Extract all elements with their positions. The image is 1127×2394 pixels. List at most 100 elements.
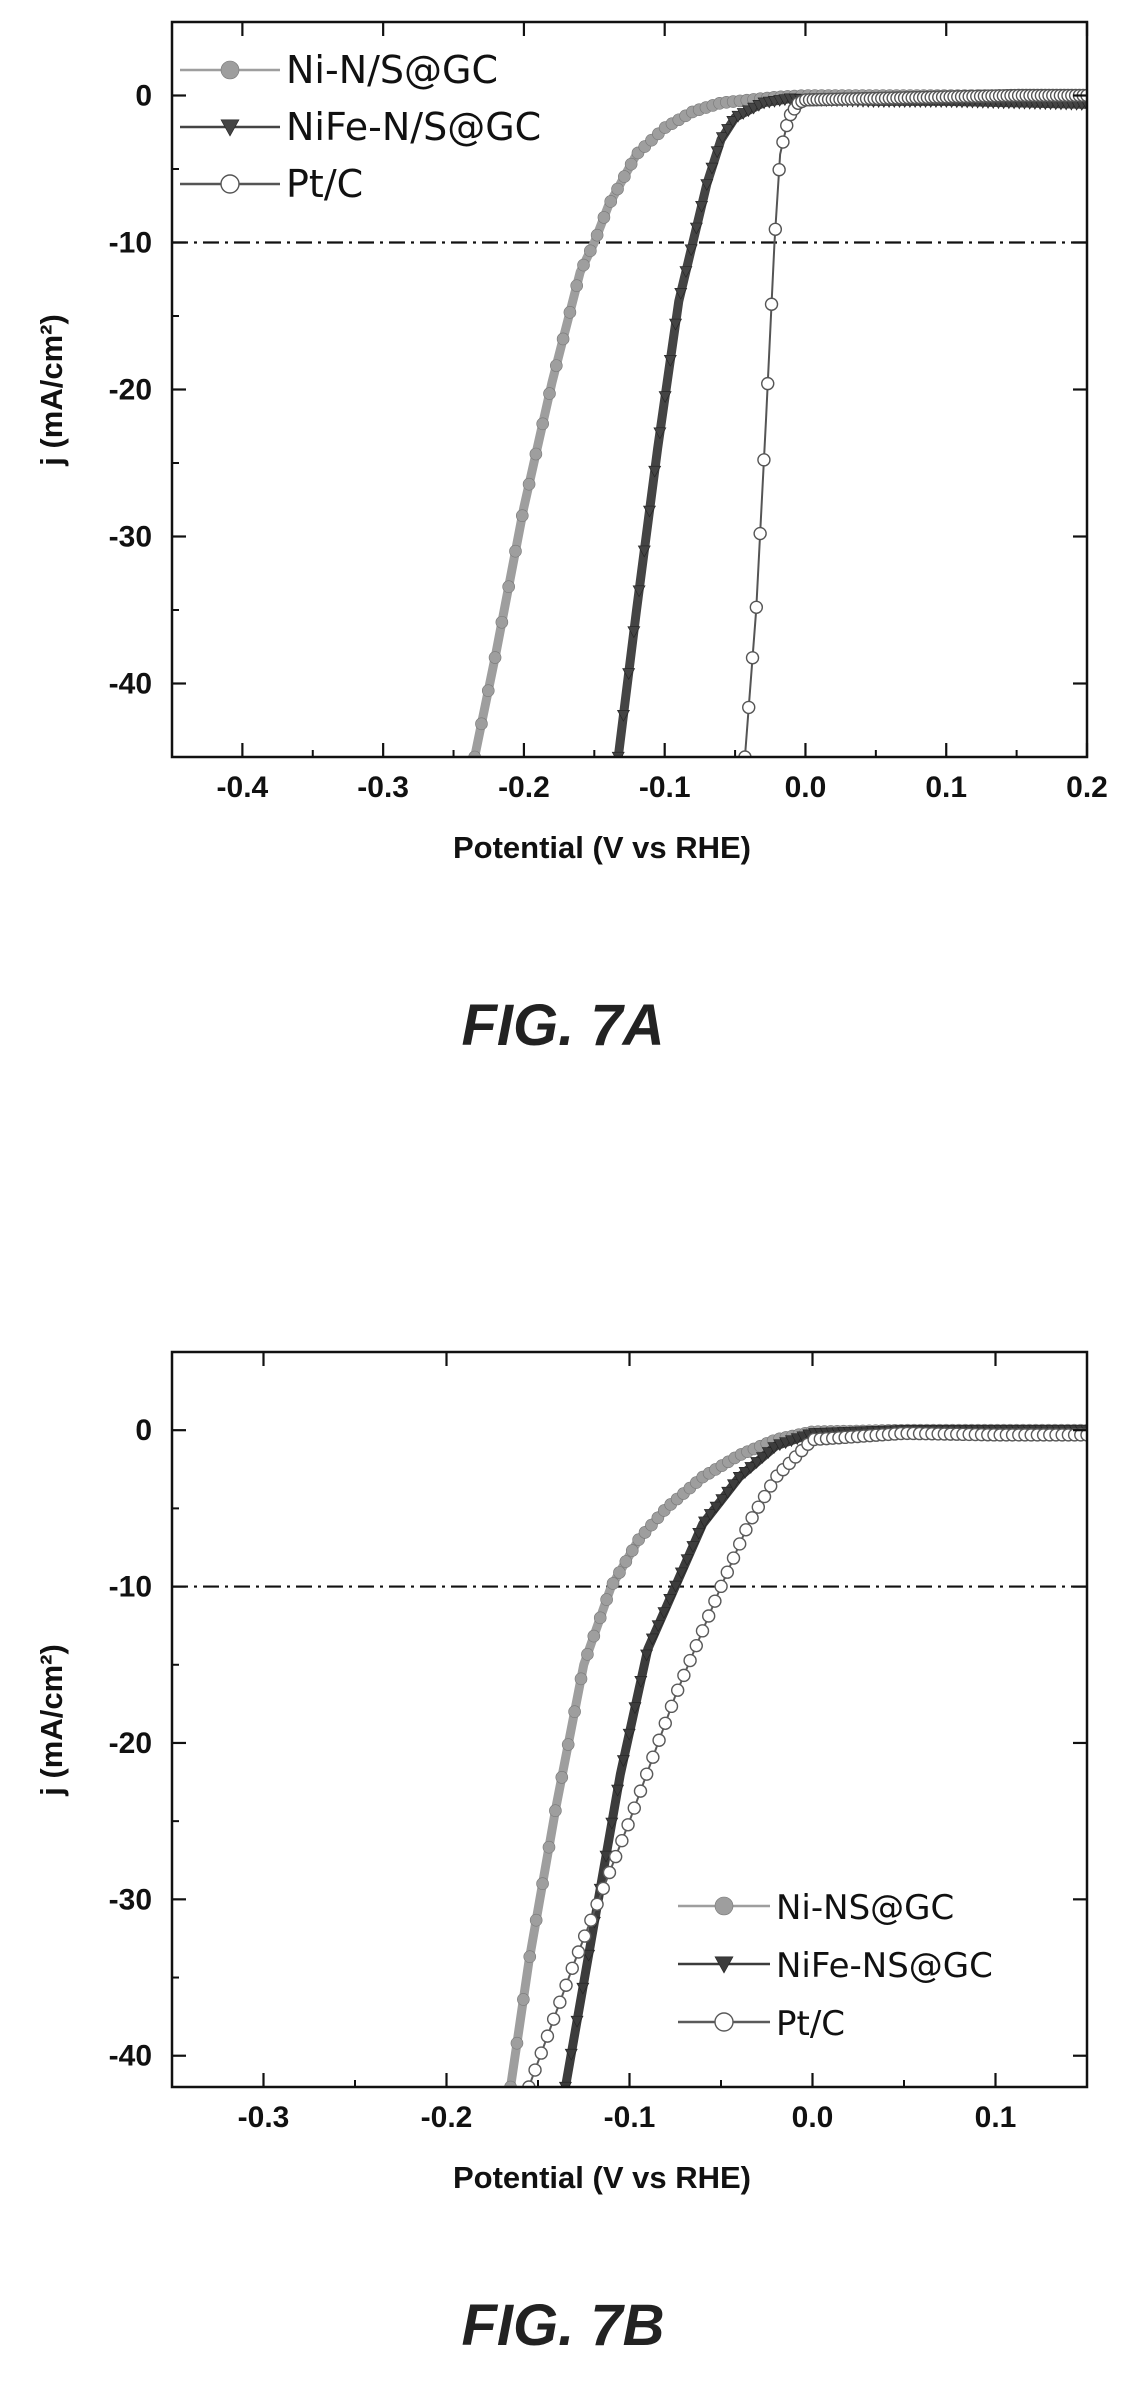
data-point: [705, 162, 719, 175]
x-tick-label: 0.1: [925, 771, 967, 804]
data-point: [495, 615, 509, 629]
data-point: [1080, 1428, 1087, 1442]
data-point: [522, 2080, 536, 2087]
data-point: [679, 266, 693, 278]
data-point: [645, 1633, 659, 1646]
data-point: [590, 1897, 604, 1911]
y-tick-label: -10: [109, 1571, 152, 1604]
data-point: [674, 287, 688, 300]
y-tick-label: -20: [109, 374, 152, 407]
legend-item: Pt/C: [678, 2004, 845, 2044]
data-point: [577, 1929, 592, 1943]
data-point: [597, 211, 611, 224]
data-point: [780, 118, 794, 133]
data-point: [700, 179, 714, 191]
data-point: [502, 580, 515, 594]
data-point: [488, 651, 502, 664]
data-point: [692, 1527, 706, 1540]
legend-label: Ni-NS@GC: [776, 1888, 954, 1928]
series-line: [743, 94, 1087, 757]
data-point: [570, 2015, 584, 2028]
series-NiFe-NS@GC: [558, 1425, 1087, 2087]
data-point: [549, 1804, 562, 1818]
data-point: [684, 244, 698, 257]
data-point: [571, 1945, 586, 1959]
data-point: [622, 668, 636, 680]
data-point: [600, 1593, 613, 1606]
data-point: [624, 157, 638, 171]
data-point: [534, 2046, 548, 2060]
series-Ni-N/S@GC: [468, 89, 1087, 757]
x-tick-label: -0.3: [357, 771, 409, 804]
data-point: [651, 1620, 665, 1633]
legend: Ni-NS@GC NiFe-NS@GC Pt/C: [678, 1888, 993, 2044]
data-point: [621, 1818, 635, 1832]
data-point: [584, 244, 597, 258]
y-tick-label: -30: [109, 1883, 152, 1916]
series-NiFe-N/S@GC: [611, 93, 1087, 757]
data-point: [744, 1462, 758, 1474]
data-point: [510, 2036, 524, 2050]
data-point: [738, 750, 752, 757]
data-point: [715, 132, 729, 145]
data-point: [640, 1649, 654, 1662]
y-axis-label: j (mA/cm²): [34, 1644, 69, 1797]
data-point: [663, 1593, 677, 1606]
data-point: [772, 163, 786, 177]
data-point: [584, 1913, 598, 1927]
y-tick-label: 0: [135, 1414, 152, 1447]
legend-marker: [220, 174, 240, 194]
data-point: [776, 135, 790, 149]
data-point: [509, 544, 522, 558]
data-point: [755, 1452, 769, 1464]
x-tick-label: -0.2: [421, 2101, 473, 2134]
y-tick-label: -40: [109, 2040, 152, 2073]
data-point: [556, 332, 570, 346]
x-tick-label: -0.4: [217, 771, 269, 804]
data-point: [613, 1566, 626, 1579]
data-point: [564, 2048, 578, 2061]
data-point: [529, 1913, 543, 1927]
data-point: [632, 585, 646, 598]
data-point: [587, 1629, 601, 1643]
y-axis-label: j (mA/cm²): [34, 314, 69, 467]
data-point: [602, 1865, 617, 1880]
chart-fig-7b: -0.3 -0.2 -0.1 0.0 0.1 0 -10 -20 -30 -40 Potentia…: [34, 1350, 1089, 2358]
data-point: [642, 505, 656, 518]
y-tick-label: 0: [135, 80, 152, 113]
data-point: [674, 1567, 688, 1580]
data-point: [581, 1648, 594, 1661]
legend-item: NiFe-NS@GC: [678, 1946, 993, 1986]
data-point: [695, 1624, 710, 1638]
data-point: [751, 1500, 766, 1514]
y-tick-label: -40: [109, 668, 152, 701]
data-point: [653, 427, 667, 440]
data-point: [745, 1511, 759, 1525]
data-point: [549, 359, 563, 372]
legend-item: Ni-N/S@GC: [180, 48, 498, 92]
data-point: [721, 124, 735, 136]
data-point: [733, 1537, 747, 1551]
x-tick-label: -0.3: [238, 2101, 290, 2134]
data-point: [663, 354, 677, 367]
data-point: [582, 1949, 596, 1962]
data-point: [528, 2063, 542, 2077]
data-point: [701, 1609, 716, 1623]
data-point: [615, 1833, 629, 1848]
data-point: [542, 1840, 556, 1854]
x-tick-label: 0.2: [1066, 771, 1108, 804]
legend-marker: [714, 1956, 734, 1974]
data-point: [750, 1457, 764, 1469]
data-point: [714, 1579, 728, 1594]
data-point: [504, 2080, 517, 2087]
legend-item: Ni-NS@GC: [678, 1888, 954, 1928]
x-tick-label: 0.0: [785, 771, 827, 804]
data-point: [761, 1447, 775, 1459]
data-point: [669, 318, 683, 331]
data-point: [515, 509, 529, 522]
legend-marker: [714, 1896, 734, 1916]
data-point: [738, 1467, 752, 1479]
legend-label: NiFe-NS@GC: [776, 1946, 993, 1986]
data-point: [639, 1767, 654, 1781]
data-point: [540, 2029, 555, 2043]
